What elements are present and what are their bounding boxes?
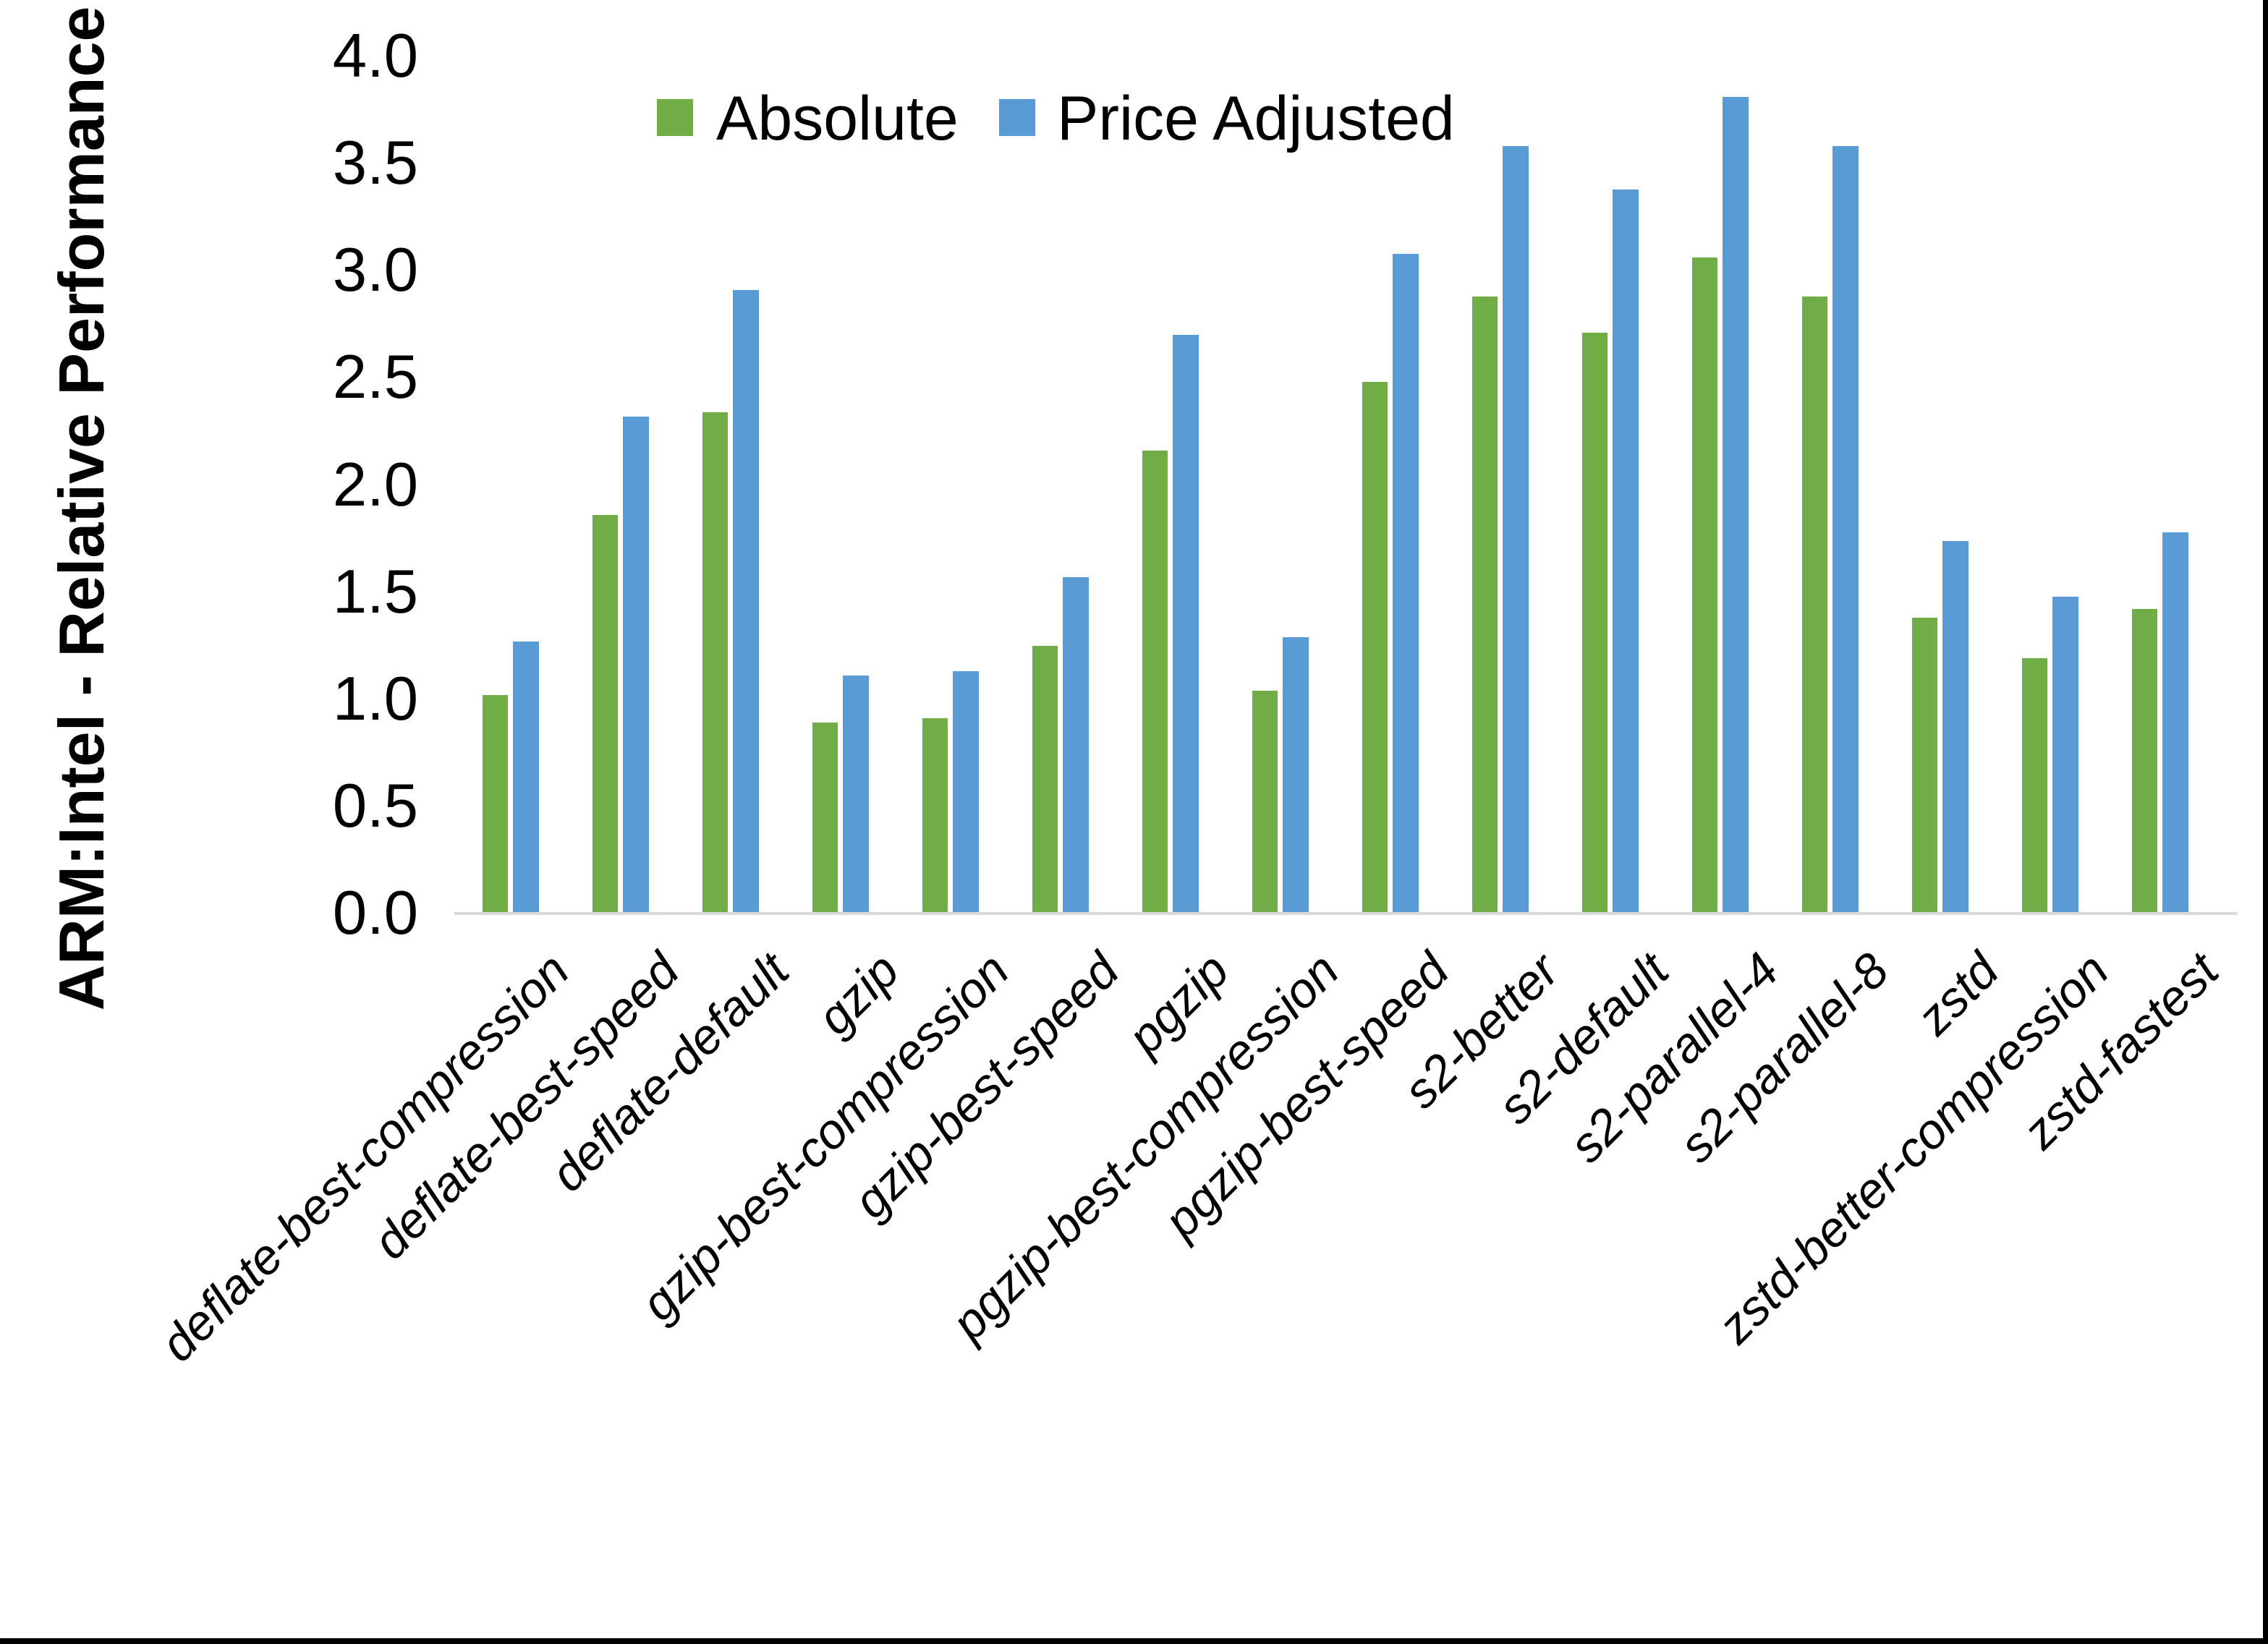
bar-price-adjusted-pgzip-best-speed bbox=[1393, 254, 1419, 913]
bar-absolute-zstd-fastest bbox=[2132, 609, 2157, 913]
legend-label-price-adjusted: Price Adjusted bbox=[1057, 84, 1455, 153]
bar-price-adjusted-deflate-best-compression bbox=[513, 642, 539, 913]
bar-price-adjusted-zstd bbox=[1942, 541, 1968, 913]
bar-absolute-zstd-better-compression bbox=[2022, 658, 2047, 913]
bar-absolute-pgzip-best-compression bbox=[1252, 691, 1278, 913]
bar-price-adjusted-zstd-fastest bbox=[2162, 532, 2188, 913]
bar-absolute-gzip-best-speed bbox=[1032, 646, 1058, 913]
bar-price-adjusted-zstd-better-compression bbox=[2052, 597, 2078, 913]
legend-swatch-price-adjusted bbox=[999, 99, 1035, 136]
bar-price-adjusted-s2-parallel-8 bbox=[1832, 146, 1859, 913]
bar-absolute-deflate-default bbox=[702, 412, 728, 913]
y-tick-label-4.0: 4.0 bbox=[332, 22, 418, 90]
bar-price-adjusted-pgzip bbox=[1173, 335, 1199, 913]
bar-absolute-s2-better bbox=[1472, 297, 1498, 913]
bar-price-adjusted-s2-better bbox=[1503, 146, 1529, 913]
x-axis-line bbox=[454, 912, 2238, 915]
bar-price-adjusted-gzip bbox=[843, 676, 869, 913]
bar-absolute-gzip-best-compression bbox=[922, 718, 948, 913]
y-tick-label-1.5: 1.5 bbox=[332, 557, 418, 626]
bar-absolute-pgzip-best-speed bbox=[1362, 382, 1388, 913]
y-axis-title: ARM:Intel - Relative Performance bbox=[46, 6, 117, 1011]
bar-price-adjusted-deflate-default bbox=[733, 290, 759, 913]
bar-absolute-s2-parallel-8 bbox=[1802, 297, 1827, 913]
bar-price-adjusted-s2-parallel-4 bbox=[1723, 97, 1749, 913]
bar-absolute-s2-default bbox=[1582, 333, 1607, 913]
y-tick-label-3.0: 3.0 bbox=[332, 236, 418, 305]
bar-price-adjusted-pgzip-best-compression bbox=[1283, 637, 1309, 913]
legend-label-absolute: Absolute bbox=[716, 84, 959, 153]
bar-absolute-deflate-best-speed bbox=[593, 515, 618, 913]
bar-absolute-pgzip bbox=[1142, 451, 1168, 913]
bar-price-adjusted-s2-default bbox=[1613, 189, 1639, 913]
bar-absolute-zstd bbox=[1912, 618, 1937, 913]
y-tick-label-2.0: 2.0 bbox=[332, 450, 418, 519]
bar-price-adjusted-deflate-best-speed bbox=[623, 417, 649, 913]
bar-absolute-s2-parallel-4 bbox=[1692, 257, 1717, 913]
bar-absolute-deflate-best-compression bbox=[483, 695, 508, 913]
y-tick-label-0.5: 0.5 bbox=[332, 771, 418, 840]
y-tick-label-0.0: 0.0 bbox=[332, 879, 418, 947]
y-tick-label-2.5: 2.5 bbox=[332, 343, 418, 412]
bar-price-adjusted-gzip-best-speed bbox=[1063, 577, 1089, 913]
bar-price-adjusted-gzip-best-compression bbox=[953, 671, 979, 913]
bar-absolute-gzip bbox=[812, 723, 838, 913]
legend-swatch-absolute bbox=[657, 99, 693, 136]
y-tick-label-3.5: 3.5 bbox=[332, 129, 418, 198]
y-tick-label-1.0: 1.0 bbox=[332, 664, 418, 733]
